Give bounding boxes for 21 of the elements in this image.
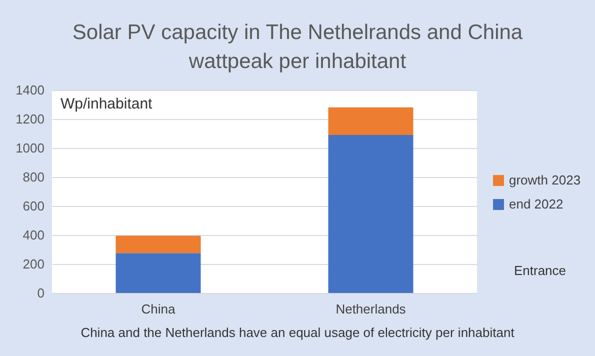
legend-label: end 2022	[509, 196, 564, 212]
y-tick-label: 1400	[16, 82, 44, 98]
bar	[328, 107, 414, 135]
y-tick-label: 800	[22, 170, 44, 184]
bar	[328, 134, 414, 293]
text: China and the Netherlands have an equal usage of electricity per inhabitant	[80, 325, 515, 340]
chart-subtitle: wattpeak per inhabitant	[188, 50, 406, 73]
bar	[116, 236, 201, 254]
y-tick-label: 1000	[16, 140, 44, 156]
chart-title: Solar PV capacity in The Nethelrands and China	[72, 21, 523, 44]
text: Entrance	[514, 263, 566, 278]
y-axis-title: Wp/inhabitant	[60, 96, 154, 112]
y-tick-label: 600	[22, 198, 44, 214]
y-tick-label: 1200	[16, 112, 44, 126]
x-tick-label: Netherlands	[336, 302, 406, 316]
y-tick-label: 400	[22, 228, 44, 242]
y-tick-label: 200	[22, 256, 44, 272]
x-tick-label: China	[141, 302, 176, 316]
y-tick-label: 0	[37, 286, 44, 300]
legend-label: growth 2023	[509, 172, 581, 188]
bar	[116, 253, 201, 293]
